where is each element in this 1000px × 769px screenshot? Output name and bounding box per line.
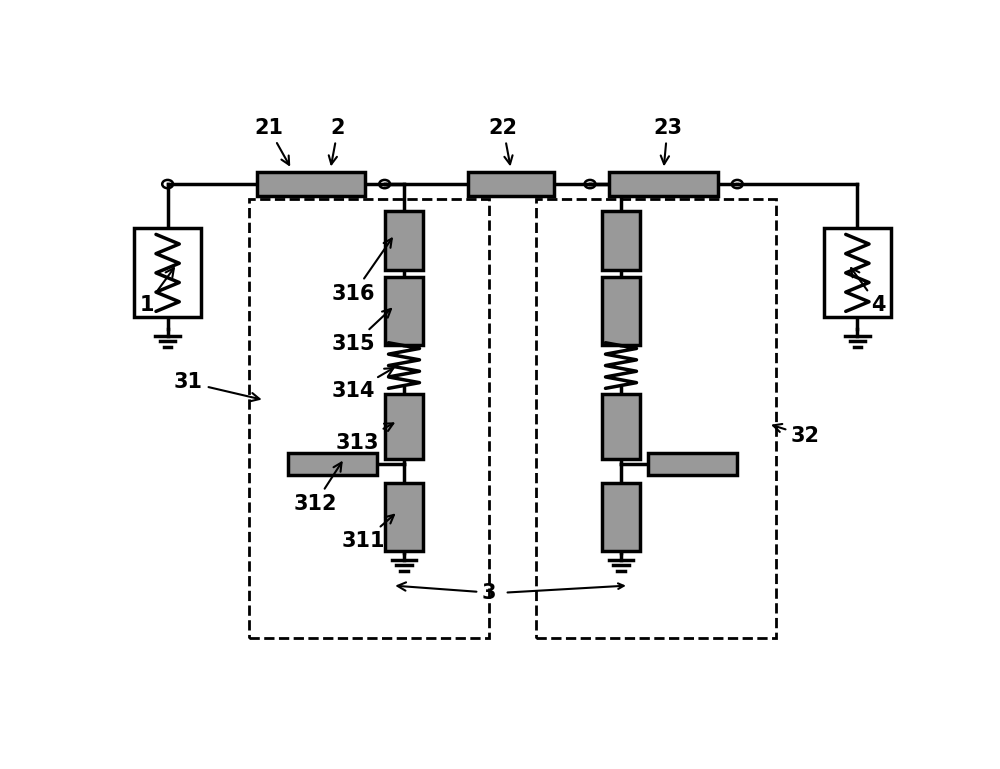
Bar	[257, 171, 365, 197]
Text: 32: 32	[773, 424, 820, 446]
Bar	[385, 211, 423, 270]
Text: 315: 315	[332, 309, 391, 354]
Text: 313: 313	[336, 424, 393, 453]
Bar	[385, 484, 423, 551]
Bar	[288, 453, 377, 475]
Text: 4: 4	[851, 268, 886, 315]
Text: 23: 23	[653, 118, 682, 164]
Bar	[385, 278, 423, 345]
Text: 1: 1	[139, 268, 174, 315]
Bar	[468, 171, 554, 197]
Text: 314: 314	[332, 368, 393, 401]
Text: 31: 31	[174, 372, 260, 401]
Text: 311: 311	[342, 515, 394, 551]
Text: 2: 2	[329, 118, 345, 165]
Bar	[602, 394, 640, 459]
Text: 3: 3	[397, 582, 496, 603]
Bar	[536, 199, 776, 638]
Text: 21: 21	[254, 118, 289, 165]
Bar	[609, 171, 718, 197]
Text: 312: 312	[293, 462, 342, 514]
Bar	[385, 394, 423, 459]
Bar	[602, 484, 640, 551]
Bar	[602, 211, 640, 270]
Bar	[648, 453, 737, 475]
Bar	[134, 228, 201, 318]
Bar	[824, 228, 891, 318]
Bar	[249, 199, 489, 638]
Text: 22: 22	[489, 118, 518, 165]
Text: 316: 316	[332, 238, 392, 304]
Bar	[602, 278, 640, 345]
